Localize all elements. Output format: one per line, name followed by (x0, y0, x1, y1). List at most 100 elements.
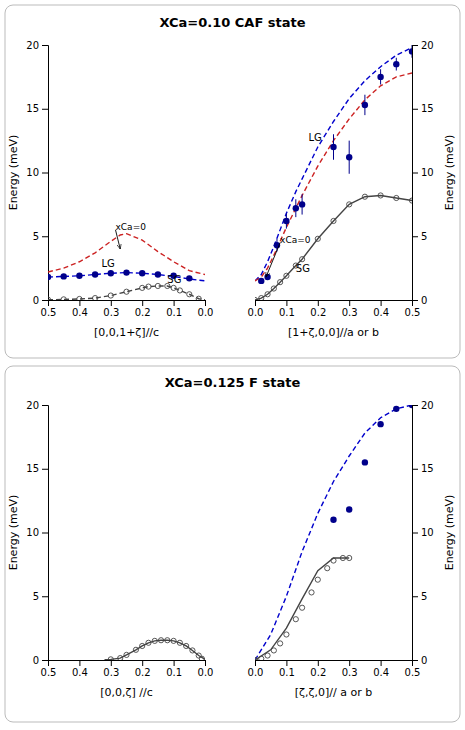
annotation: LG (101, 258, 114, 269)
tick-label: 0.1 (166, 667, 182, 678)
y-axis: 05101520 (26, 400, 48, 666)
point (108, 293, 113, 298)
point (48, 297, 51, 300)
point (258, 278, 264, 284)
tick-mark (205, 660, 206, 666)
point (177, 640, 182, 645)
tick-label: 0.5 (41, 667, 57, 678)
point (255, 297, 258, 300)
tick-label: 15 (421, 103, 434, 114)
point (146, 284, 151, 289)
tick-label: 0.1 (166, 307, 182, 318)
tick-label: 20 (26, 400, 39, 411)
point (61, 297, 66, 300)
axis-line (42, 46, 49, 301)
point (330, 517, 336, 523)
point (293, 617, 298, 622)
point (271, 648, 276, 653)
tick-mark (42, 469, 48, 470)
tick: 0.3 (342, 660, 358, 678)
tick: 0.5 (41, 300, 57, 318)
x-axis-title: [ζ,ζ,0]// a or b (295, 686, 372, 699)
x-axis-title: [1+ζ,0,0]//a or b (288, 326, 379, 339)
tick: 0.1 (166, 660, 182, 678)
point (283, 218, 289, 224)
point (255, 657, 258, 660)
point (300, 605, 305, 610)
tick-label: 5 (421, 231, 427, 242)
tick: 15 (412, 463, 434, 474)
tick-label: 10 (26, 527, 39, 538)
tick-mark (286, 300, 287, 306)
tick-mark (111, 660, 112, 666)
point (171, 638, 176, 643)
series-points (330, 405, 412, 523)
tick: 0.1 (279, 660, 295, 678)
tick: 0.0 (198, 300, 214, 318)
x-axis: 0.50.40.30.20.10.0 (41, 300, 214, 318)
tick-mark (412, 596, 418, 597)
tick-mark (412, 109, 418, 110)
tick-mark (412, 173, 418, 174)
tick-label: 0.2 (135, 667, 151, 678)
tick-label: 0.0 (248, 307, 264, 318)
annotation: xCa=0 (116, 222, 147, 232)
tick-label: 0.4 (72, 307, 88, 318)
series-points (48, 283, 201, 300)
point (155, 283, 160, 288)
point (133, 647, 138, 652)
tick-label: 0.0 (198, 307, 214, 318)
tick-label: 20 (421, 400, 434, 411)
point (177, 288, 182, 293)
tick: 0.0 (248, 300, 264, 318)
tick-label: 0.4 (373, 307, 389, 318)
point (140, 643, 145, 648)
tick-mark (286, 660, 287, 666)
series-points (255, 555, 352, 660)
tick: 0 (33, 655, 48, 666)
tick-mark (42, 109, 48, 110)
series-line (48, 234, 205, 275)
tick-label: 0.4 (72, 667, 88, 678)
series-points (255, 193, 412, 300)
tick: 0 (412, 655, 427, 666)
point (158, 638, 163, 643)
tick: 15 (26, 103, 48, 114)
tick-mark (412, 660, 418, 661)
tick: 0.2 (135, 660, 151, 678)
point (77, 296, 82, 300)
tick-label: 15 (26, 103, 39, 114)
tick-label: 20 (421, 40, 434, 51)
point (76, 273, 82, 279)
tick-mark (318, 300, 319, 306)
tick: 0.2 (310, 300, 326, 318)
point (265, 653, 270, 658)
group-box (5, 5, 460, 358)
point (300, 257, 305, 262)
point (118, 655, 123, 660)
tick-label: 20 (26, 40, 39, 51)
tick-label: 0.0 (198, 667, 214, 678)
point (409, 405, 412, 408)
series-line (255, 73, 412, 281)
point (393, 61, 399, 67)
tick: 0 (412, 295, 427, 306)
tick: 5 (33, 231, 48, 242)
title: XCa=0.125 F state (165, 375, 301, 390)
point (340, 555, 345, 560)
tick: 10 (26, 527, 48, 538)
tick-label: 0.5 (41, 307, 57, 318)
chart-svg: 0.50.40.30.20.10.005101520[0,0,1+ζ]//cEn… (0, 0, 465, 730)
point (124, 289, 129, 294)
tick: 0.2 (135, 300, 151, 318)
tick-label: 0.1 (279, 667, 295, 678)
tick-mark (205, 300, 206, 306)
tick: 0.5 (405, 660, 421, 678)
point (393, 406, 399, 412)
tick-mark (42, 173, 48, 174)
tick-label: 0 (421, 655, 427, 666)
plot-area (255, 45, 412, 300)
annotation: SG (296, 263, 310, 274)
point (377, 74, 383, 80)
panel: 0.00.10.20.30.40.505101520[ζ,ζ,0]// a or… (248, 400, 456, 699)
